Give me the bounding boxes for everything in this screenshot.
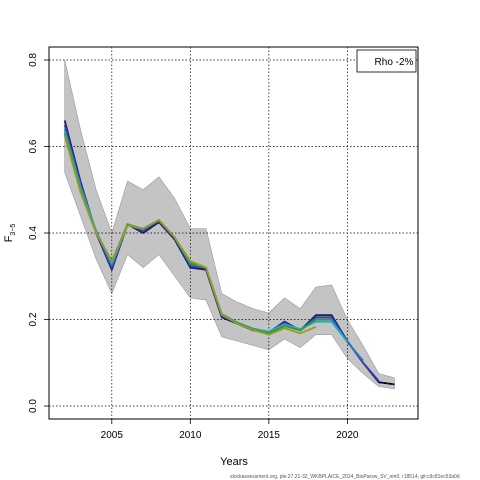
- legend: Rho -2%: [356, 49, 417, 73]
- series-layer: [63, 120, 395, 386]
- legend-box: [356, 49, 417, 73]
- x-tick-label: 2010: [179, 430, 202, 441]
- y-tick-label: 0.8: [28, 53, 39, 67]
- x-tick-label: 2015: [258, 430, 281, 441]
- y-axis-label-main: F: [3, 235, 15, 242]
- series-line-7: [378, 381, 395, 386]
- series-line-6: [63, 135, 317, 336]
- y-tick-label: 0.0: [28, 399, 39, 413]
- grid-layer: [49, 47, 418, 419]
- y-tick-label: 0.2: [28, 312, 39, 326]
- axis-layer: 2005 2010 2015 2020 0.0 0.2 0.4 0.6 0.8: [28, 53, 359, 441]
- confidence-band-layer: [64, 59, 395, 390]
- x-tick-label: 2020: [336, 430, 359, 441]
- x-axis-label: Years: [220, 456, 248, 468]
- confidence-band: [64, 59, 395, 390]
- y-tick-label: 0.4: [28, 226, 39, 240]
- y-axis-label: F3−5: [3, 224, 17, 243]
- x-tick-label: 2005: [101, 430, 124, 441]
- y-axis-label-sub: 3−5: [10, 224, 17, 236]
- y-tick-label: 0.6: [28, 139, 39, 153]
- footer-text: stockassessment.org, ple.27.21-32_WKBPLA…: [230, 474, 460, 480]
- legend-text: Rho -2%: [375, 57, 414, 68]
